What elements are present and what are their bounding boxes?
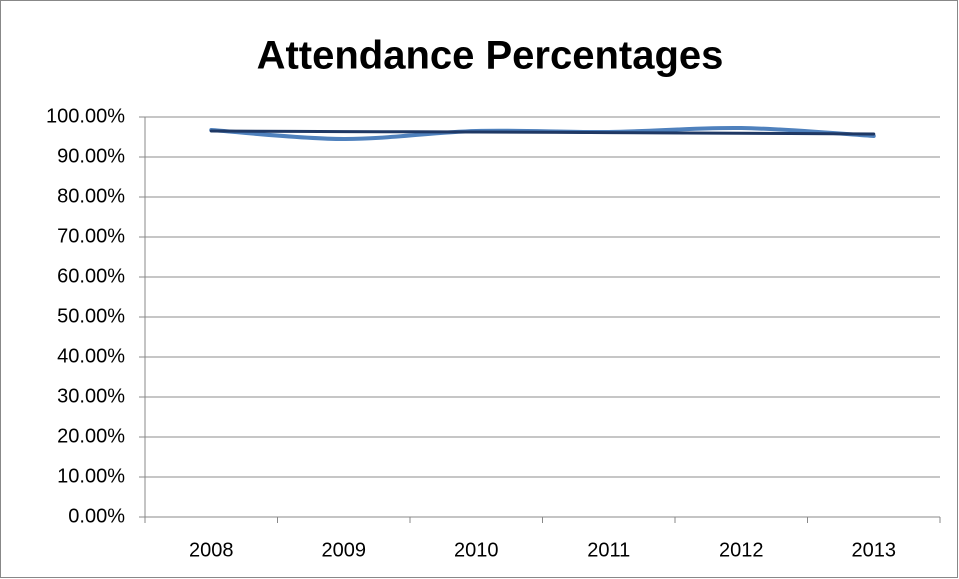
y-tick-label: 40.00% [57, 345, 125, 367]
x-tick-label: 2009 [322, 539, 367, 561]
y-tick-label: 50.00% [57, 305, 125, 327]
y-tick-label: 60.00% [57, 265, 125, 287]
chart-title: Attendance Percentages [257, 34, 724, 78]
x-tick-label: 2011 [587, 539, 630, 561]
y-tick-label: 0.00% [68, 505, 125, 527]
y-tick-label: 70.00% [57, 225, 125, 247]
x-tick-label: 2012 [719, 539, 764, 561]
y-tick-label: 30.00% [57, 385, 125, 407]
y-tick-label: 80.00% [57, 185, 125, 207]
y-tick-label: 10.00% [57, 465, 125, 487]
series-line [209, 129, 876, 136]
x-tick-label: 2010 [454, 539, 499, 561]
x-tick-label: 2008 [189, 539, 234, 561]
x-tick-label: 2013 [852, 539, 897, 561]
y-tick-label: 20.00% [57, 425, 125, 447]
y-tick-label: 90.00% [57, 145, 125, 167]
y-tick-label: 100.00% [46, 105, 125, 127]
